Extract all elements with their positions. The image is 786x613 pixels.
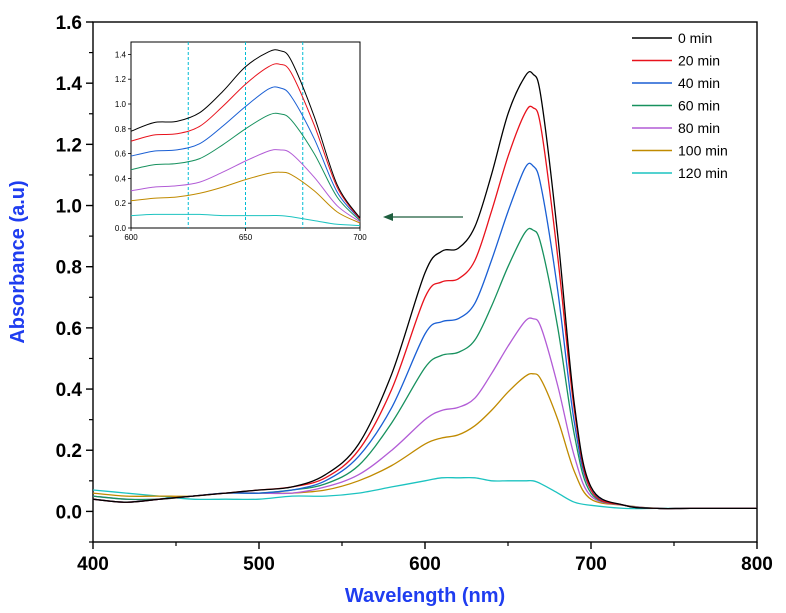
arrow-head: [383, 213, 393, 221]
legend-label: 80 min: [678, 120, 720, 136]
inset-y-tick-label: 0.6: [115, 150, 127, 159]
inset-y-tick-label: 1.0: [115, 100, 127, 109]
inset-series-line: [130, 63, 361, 220]
y-tick-label: 1.0: [56, 197, 82, 218]
series-line: [92, 70, 757, 510]
y-tick-label: 0.0: [56, 502, 82, 523]
inset-y-tick-label: 0.4: [115, 174, 127, 183]
x-tick-label: 700: [575, 554, 607, 575]
series-line: [92, 476, 757, 510]
series-line: [92, 317, 757, 510]
series-line: [92, 227, 757, 510]
inset-series-line: [130, 86, 361, 220]
legend-label: 20 min: [678, 53, 720, 69]
inset-y-tick-label: 0.0: [115, 224, 127, 233]
legend-label: 120 min: [678, 165, 728, 181]
legend-label: 60 min: [678, 98, 720, 114]
x-axis-title: Wavelength (nm): [345, 585, 505, 607]
y-tick-label: 0.2: [56, 441, 82, 462]
inset-series-line: [130, 213, 361, 226]
y-tick-label: 0.8: [56, 258, 82, 279]
inset-series-line: [130, 149, 361, 223]
y-tick-label: 1.2: [56, 135, 82, 156]
inset-x-tick-label: 700: [353, 233, 367, 242]
inset-plot: 600 650 700 0.0 0.2 0.4 0.6 0.8 1.0 1.2 1.4: [115, 41, 367, 242]
x-tick-label: 800: [741, 554, 773, 575]
inset-y-tick-label: 1.4: [115, 50, 127, 59]
x-tick-label: 500: [243, 554, 275, 575]
series-line: [92, 372, 757, 510]
legend-label: 0 min: [678, 30, 712, 46]
inset-y-tick-label: 0.2: [115, 199, 127, 208]
x-tick-label: 400: [77, 554, 109, 575]
y-tick-label: 0.4: [56, 380, 83, 401]
inset-y-tick-label: 0.8: [115, 125, 127, 134]
y-axis-title: Absorbance (a.u): [7, 180, 29, 343]
y-tick-label: 1.4: [56, 74, 83, 95]
inset-series-line: [130, 49, 361, 219]
inset-x-tick-label: 600: [124, 233, 138, 242]
x-tick-label: 600: [409, 554, 441, 575]
y-tick-label: 0.6: [56, 319, 82, 340]
main-plot-area: 400 500 600 700 800 0.0 0.2 0.4 0.6 0.8 1.0 1.2 1.4 1…: [56, 13, 773, 575]
legend: 0 min 20 min 40 min 60 min 80 min 100 min 120 …: [632, 30, 728, 181]
inset-y-tick-label: 1.2: [115, 75, 127, 84]
inset-x-tick-label: 650: [239, 233, 253, 242]
legend-label: 40 min: [678, 75, 720, 91]
inset-series-line: [130, 171, 361, 224]
legend-label: 100 min: [678, 143, 728, 159]
inset-series-line: [130, 112, 361, 221]
y-tick-label: 1.6: [56, 13, 82, 34]
inset-arrow: [383, 213, 463, 221]
